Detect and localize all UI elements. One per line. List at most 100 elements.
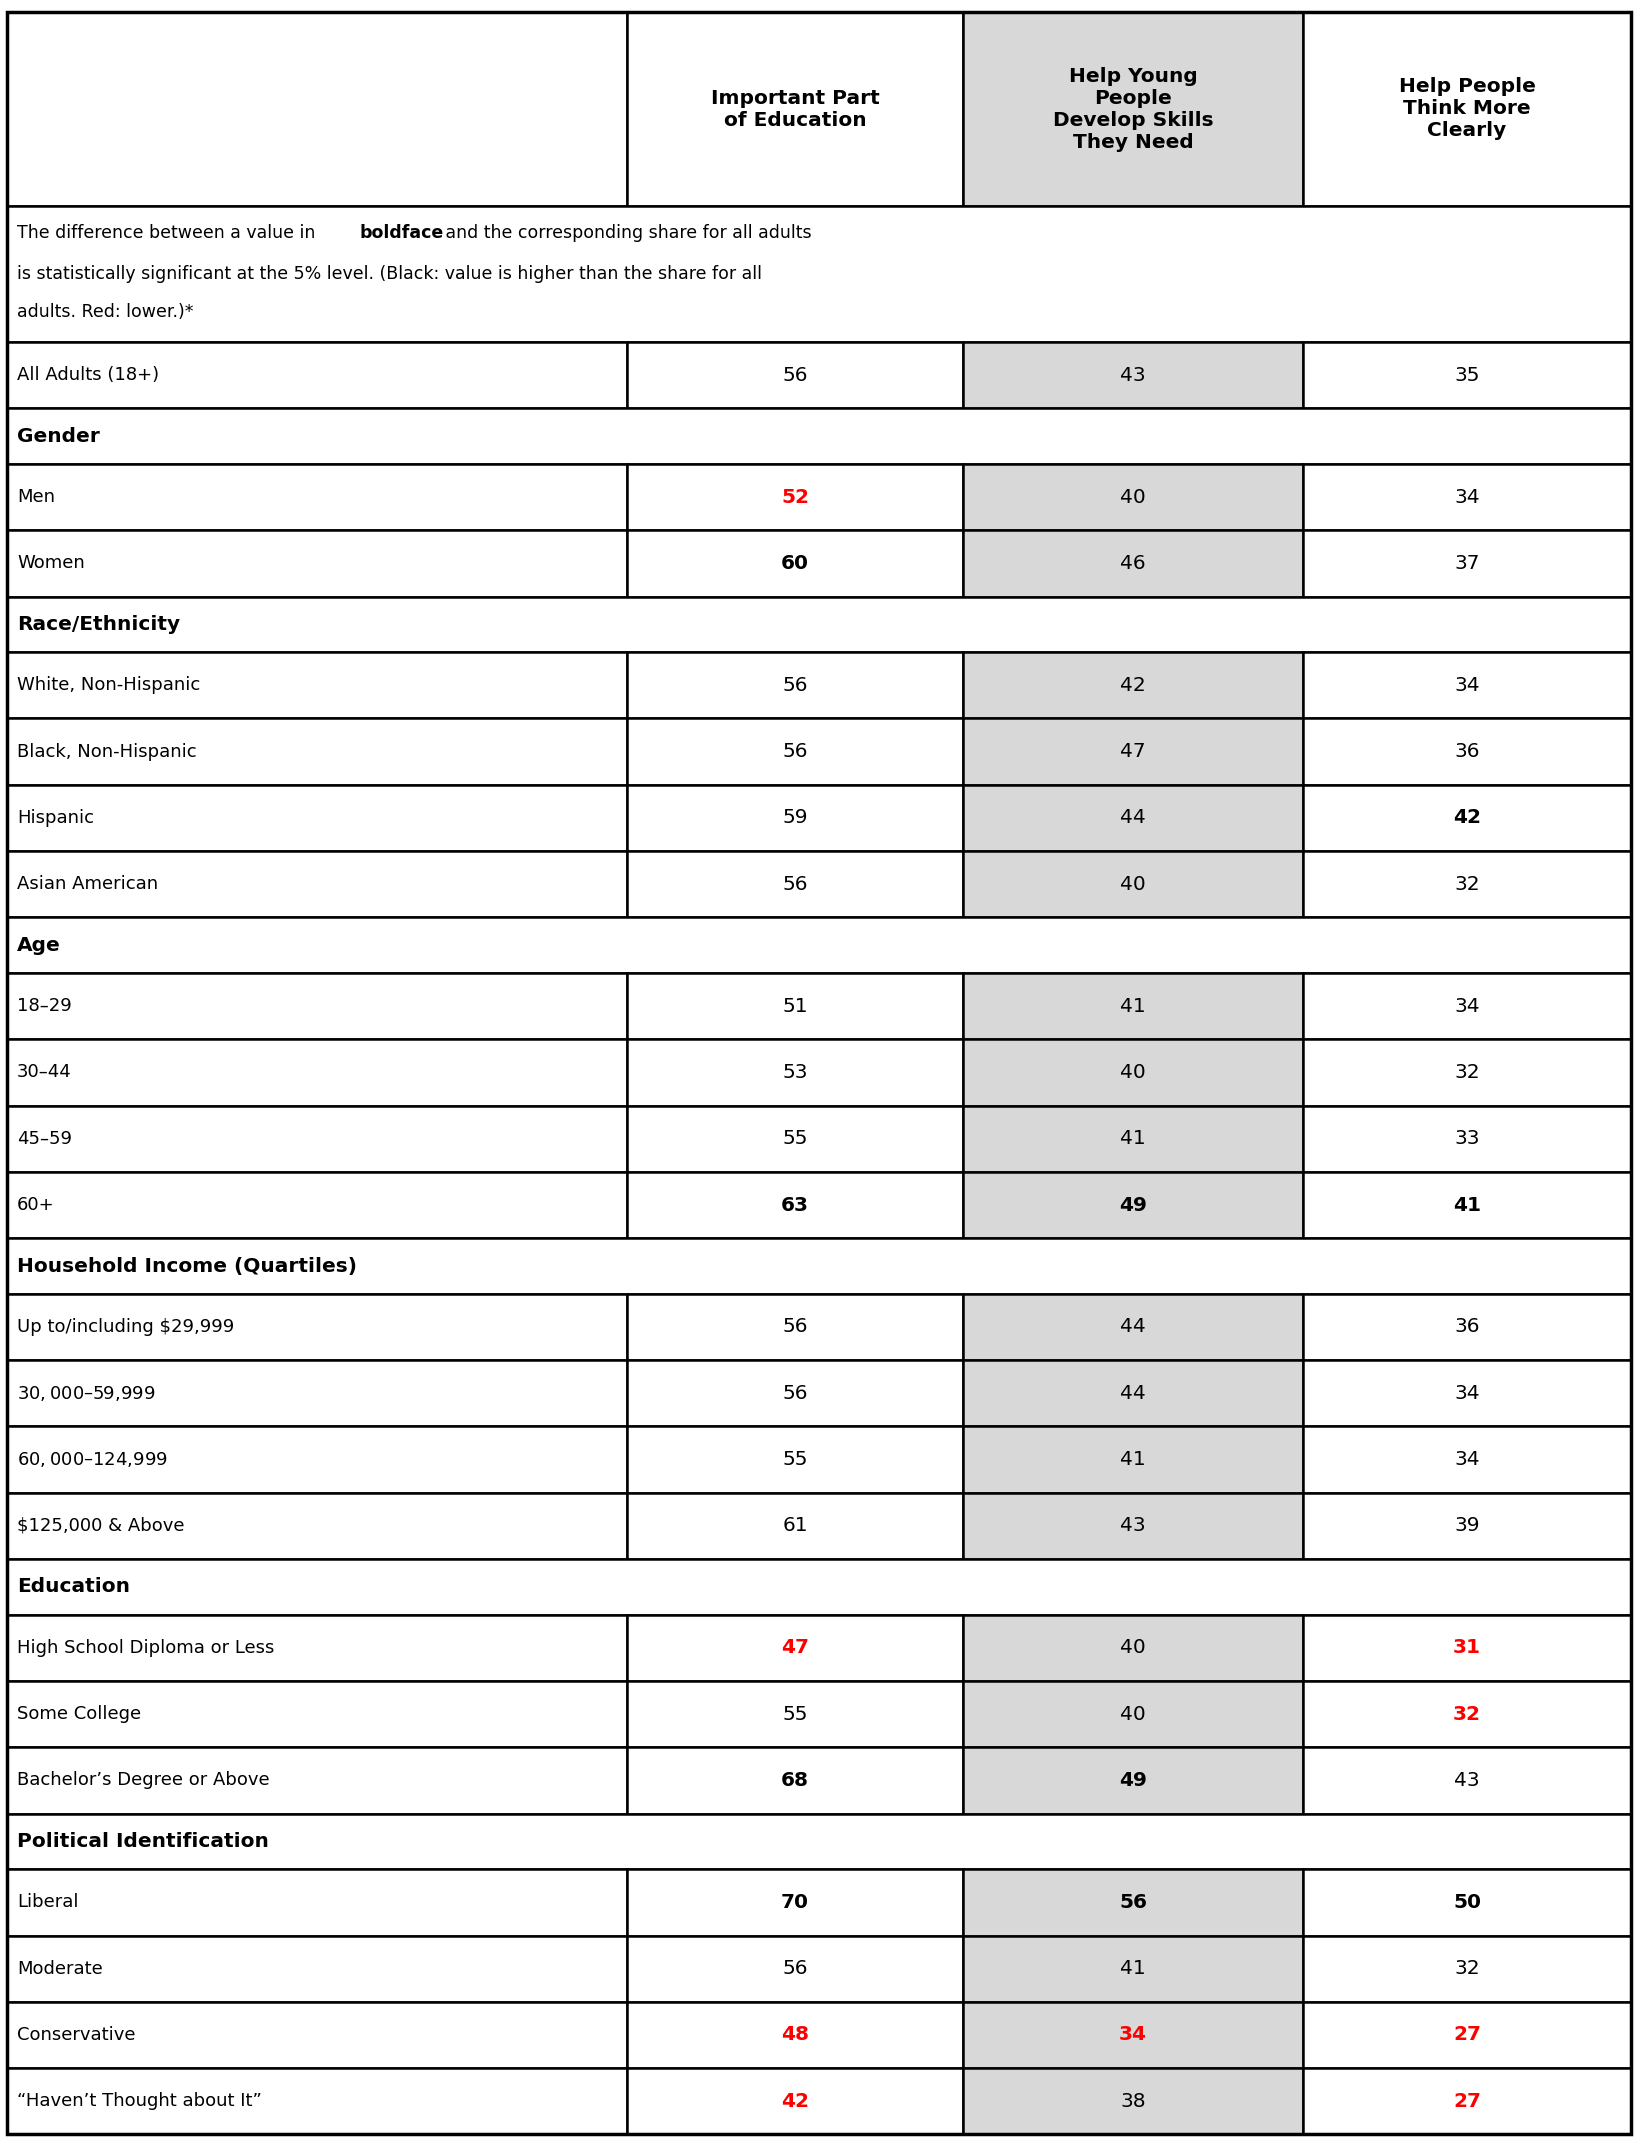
Text: $125,000 & Above: $125,000 & Above [16,1516,185,1536]
Text: 55: 55 [783,1706,808,1723]
Text: 56: 56 [783,1317,808,1336]
Bar [627,1493,963,1559]
Bar [7,1040,627,1106]
Bar [627,1615,963,1682]
Bar [963,1040,1302,1106]
Text: The difference between a value in boldface and the corresponding share for all a: The difference between a value in boldfa… [16,223,768,243]
Text: 38: 38 [1120,2092,1147,2111]
Text: and the corresponding share for all adults: and the corresponding share for all adul… [441,223,811,243]
Bar [627,342,963,408]
Text: 43: 43 [1120,1516,1147,1536]
Bar [627,13,963,206]
Text: 30–44: 30–44 [16,1063,72,1080]
Text: 55: 55 [783,1130,808,1149]
Text: Help People
Think More
Clearly: Help People Think More Clearly [1399,77,1535,140]
Bar [627,2069,963,2135]
Text: boldface: boldface [359,223,444,243]
Bar [7,1426,627,1493]
Text: 32: 32 [1455,1959,1479,1978]
Bar [963,1615,1302,1682]
Bar [7,206,1631,342]
Bar [963,342,1302,408]
Text: Political Identification: Political Identification [16,1832,269,1852]
Bar [7,1559,1631,1615]
Text: 34: 34 [1455,997,1479,1016]
Text: 56: 56 [783,874,808,894]
Text: 49: 49 [1119,1770,1147,1789]
Bar [7,1173,627,1237]
Text: 35: 35 [1455,365,1479,384]
Bar [963,1360,1302,1426]
Bar [627,464,963,531]
Text: 45–59: 45–59 [16,1130,72,1147]
Bar [1302,1682,1631,1746]
Bar [1302,2069,1631,2135]
Bar [627,973,963,1040]
Text: 52: 52 [781,488,809,507]
Text: 34: 34 [1455,677,1479,694]
Bar [7,531,627,597]
Bar [627,1935,963,2002]
Text: Men: Men [16,488,56,507]
Text: $30,000–$59,999: $30,000–$59,999 [16,1383,156,1403]
Text: 41: 41 [1453,1196,1481,1214]
Bar [963,1293,1302,1360]
Text: 34: 34 [1455,1450,1479,1469]
Text: 63: 63 [781,1196,809,1214]
Text: Important Part
of Education: Important Part of Education [711,88,880,129]
Text: Education: Education [16,1577,129,1596]
Text: 56: 56 [783,1959,808,1978]
Text: 70: 70 [781,1892,809,1912]
Text: 40: 40 [1120,874,1147,894]
Text: 34: 34 [1455,1383,1479,1403]
Bar [7,973,627,1040]
Bar [1302,1615,1631,1682]
Text: White, Non-Hispanic: White, Non-Hispanic [16,677,200,694]
Text: 59: 59 [783,808,808,827]
Text: Black, Non-Hispanic: Black, Non-Hispanic [16,743,197,760]
Text: Bachelor’s Degree or Above: Bachelor’s Degree or Above [16,1772,270,1789]
Bar [7,464,627,531]
Text: 41: 41 [1120,1130,1147,1149]
Bar [1302,1935,1631,2002]
Bar [963,717,1302,784]
Text: Gender: Gender [16,427,100,445]
Bar [627,531,963,597]
Text: 43: 43 [1120,365,1147,384]
Text: 47: 47 [781,1639,809,1658]
Text: 41: 41 [1120,1959,1147,1978]
Text: 39: 39 [1455,1516,1479,1536]
Bar [7,1813,1631,1869]
Bar [627,784,963,851]
Text: 60: 60 [781,554,809,574]
Bar [7,2002,627,2069]
Bar [627,717,963,784]
Bar [627,1173,963,1237]
Bar [7,597,1631,653]
Text: Up to/including $29,999: Up to/including $29,999 [16,1319,234,1336]
Text: 56: 56 [1119,1892,1147,1912]
Bar [7,1106,627,1173]
Bar [7,2069,627,2135]
Bar [963,1935,1302,2002]
Bar [1302,342,1631,408]
Text: 32: 32 [1455,1063,1479,1083]
Bar [1302,653,1631,717]
Bar [1302,717,1631,784]
Bar [7,1869,627,1935]
Bar [1302,13,1631,206]
Bar [963,1106,1302,1173]
Bar [7,1237,1631,1293]
Text: 49: 49 [1119,1196,1147,1214]
Bar [963,1682,1302,1746]
Text: 42: 42 [1453,808,1481,827]
Text: 44: 44 [1120,1317,1147,1336]
Bar [7,784,627,851]
Text: 27: 27 [1453,2026,1481,2045]
Bar [627,653,963,717]
Bar [963,464,1302,531]
Text: 32: 32 [1453,1706,1481,1723]
Bar [7,851,627,917]
Bar [7,1293,627,1360]
Bar [7,342,627,408]
